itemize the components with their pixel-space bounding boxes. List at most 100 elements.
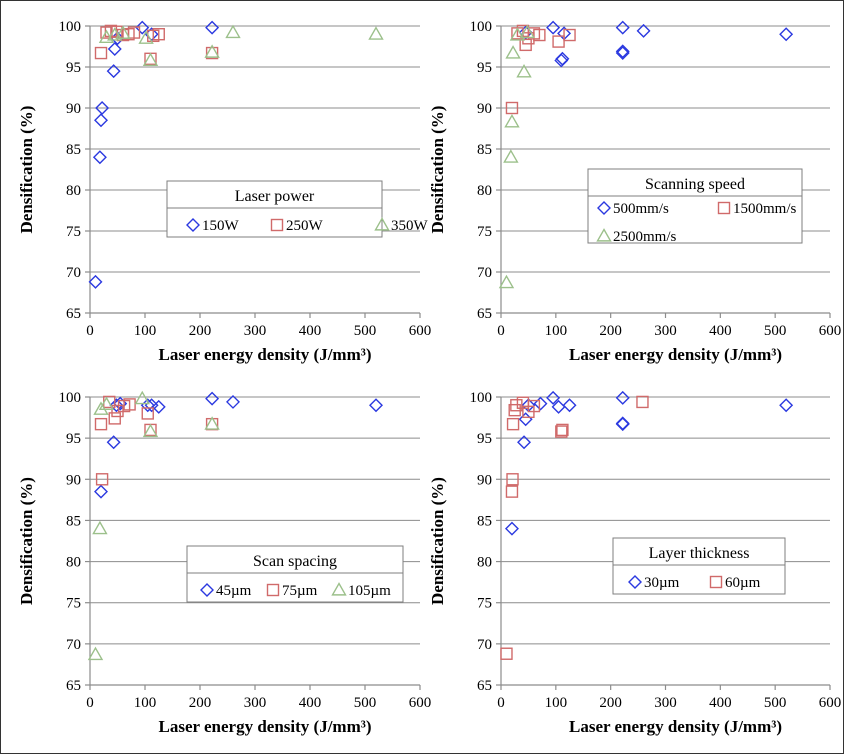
data-point-triangle [87,646,104,661]
x-tick-label: 600 [409,323,432,339]
data-point-square [519,38,532,52]
legend-marker-diamond [186,218,200,232]
legend-box [166,180,383,238]
legend-marker-diamond [628,575,642,589]
series-350W [98,24,384,67]
y-tick-label: 90 [66,101,81,117]
data-point-triangle [505,45,521,59]
data-point-diamond [88,274,103,289]
y-tick-label: 100 [59,390,82,406]
data-point-square [506,473,519,486]
legend: Layer thickness 30µm 60µm [612,537,786,595]
y-tick-label: 95 [477,60,492,76]
series-500mm/s [518,20,794,68]
y-tick-label: 75 [66,224,81,240]
y-tick-label: 75 [477,596,492,612]
data-point-square [563,28,576,42]
data-point-square [500,647,513,660]
data-point-diamond [615,20,630,35]
data-point-triangle [225,24,241,39]
x-tick-label: 600 [819,695,842,711]
legend-title: Laser power [235,188,315,205]
legend-entry-label: 1500mm/s [733,201,797,217]
x-tick-label: 0 [497,323,505,339]
y-tick-label: 75 [477,224,492,240]
y-axis-label: Densification (%) [428,477,447,605]
data-point-triangle [98,396,115,410]
legend-marker-diamond [200,583,214,597]
data-point-diamond [615,46,630,61]
scatter-panel-3: 65 70 75 80 85 90 95 100 0 100 200 300 400 500 600 Lase… [17,390,431,736]
y-tick-label: 100 [470,19,493,35]
x-tick-label: 600 [819,323,842,339]
y-tick-label: 80 [66,183,81,199]
legend-entry-label: 45µm [216,583,252,599]
data-point-diamond [615,390,630,405]
x-tick-label: 400 [299,323,322,339]
x-tick-label: 500 [764,695,787,711]
y-tick-label: 100 [59,19,82,35]
y-tick-label: 65 [477,678,492,694]
x-tick-label: 100 [134,323,157,339]
x-tick-label: 100 [545,323,568,339]
x-tick-label: 300 [654,323,677,339]
x-tick-label: 500 [354,695,377,711]
x-tick-label: 100 [134,695,157,711]
legend: Laser power 150W 250W 350W [166,180,429,238]
series-75µm [94,395,219,486]
legend-marker-square [266,583,280,597]
data-point-square [152,28,165,41]
x-axis-label: Laser energy density (J/mm³) [569,717,782,736]
data-point-square [94,46,108,60]
data-point-square [552,35,565,48]
y-tick-label: 70 [477,265,492,281]
data-point-triangle [516,64,532,78]
x-tick-label: 200 [189,695,212,711]
scatter-panel-1: 65 70 75 80 85 90 95 100 0 100 200 300 400 500 600 Lase… [17,19,431,364]
data-point-triangle [92,520,108,535]
data-point-triangle [503,149,519,163]
y-tick-label: 100 [470,390,493,406]
y-tick-label: 95 [66,431,81,447]
x-tick-label: 400 [709,323,732,339]
data-point-square [123,398,136,411]
y-tick-label: 70 [66,637,81,653]
series-1500mm/s [505,24,576,115]
scatter-panel-2: 65 70 75 80 85 90 95 100 0 100 200 300 400 500 600 Lase… [428,19,841,364]
data-point-diamond [92,150,107,165]
legend: Scanning speed 500mm/s 1500mm/s 2500mm/s [587,168,803,245]
y-tick-label: 85 [66,142,81,158]
series-105µm [87,390,220,661]
y-axis-label: Densification (%) [17,106,36,234]
y-tick-label: 80 [66,555,81,571]
legend-title: Scanning speed [645,176,745,193]
data-point-square [505,485,519,498]
legend-box [612,537,786,595]
data-point-diamond [94,484,108,499]
data-point-square [556,423,569,437]
legend-marker-diamond [597,201,611,215]
data-point-square [127,26,141,39]
data-point-triangle [204,44,220,58]
x-tick-label: 500 [764,323,787,339]
y-axis-label: Densification (%) [428,106,447,234]
legend-marker-square [709,575,723,589]
y-tick-label: 70 [66,265,81,281]
data-point-square [95,473,109,486]
y-axis-label: Densification (%) [17,477,36,605]
data-point-diamond [205,391,220,406]
legend-entry-label: 150W [202,218,240,234]
y-tick-label: 75 [66,596,81,612]
data-point-diamond [615,416,630,431]
data-point-diamond [106,64,121,79]
y-tick-label: 90 [477,101,492,117]
legend-entry-label: 60µm [725,575,761,591]
data-point-triangle [134,390,150,405]
data-point-triangle [519,24,536,39]
data-point-square [108,412,121,425]
data-point-diamond [562,398,577,413]
series-2500mm/s [498,24,536,289]
legend-title: Scan spacing [253,553,337,570]
